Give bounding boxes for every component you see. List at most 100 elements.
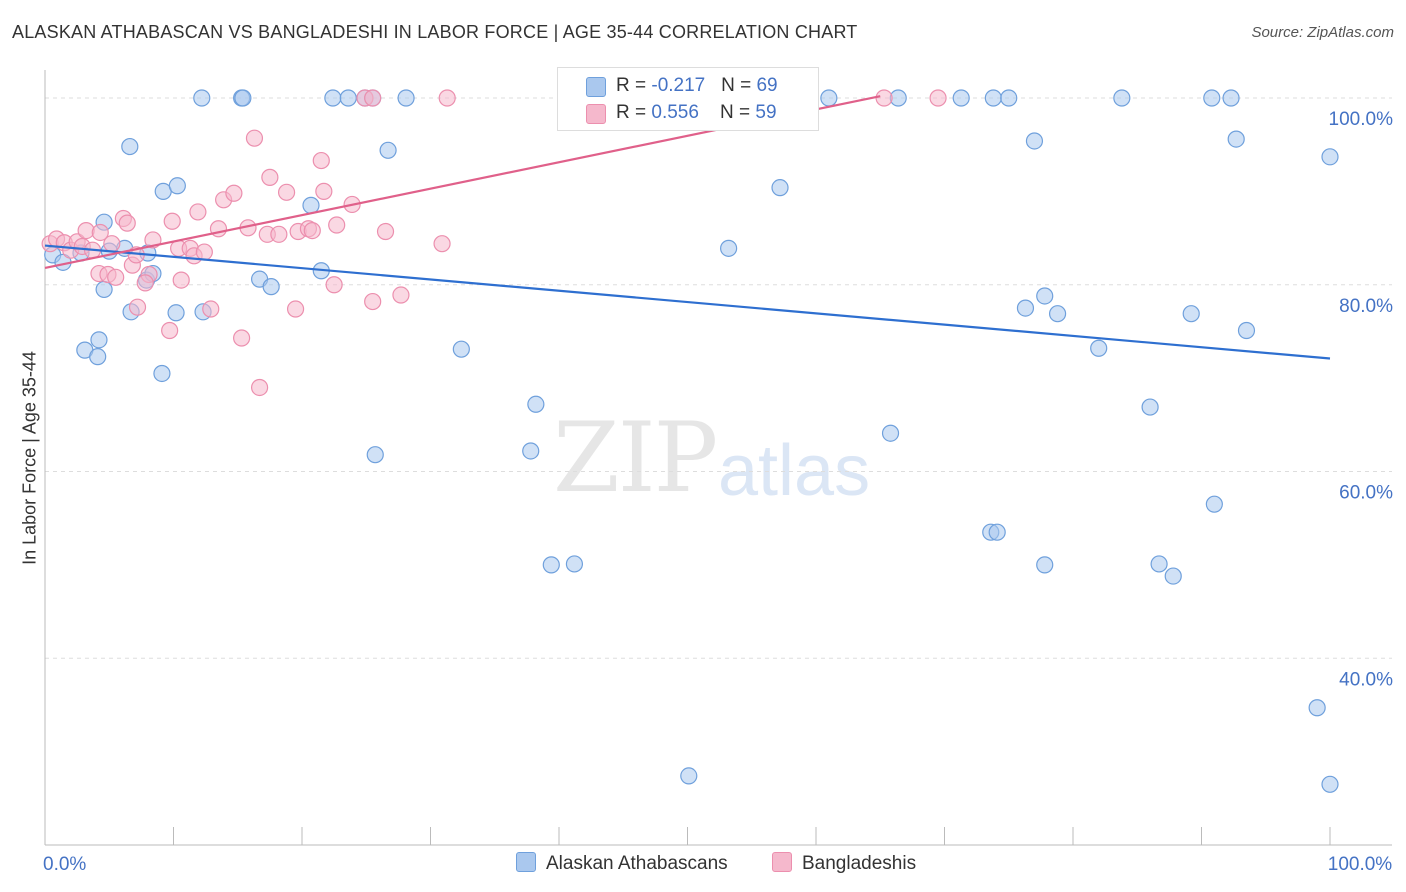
athabascan-point	[168, 177, 186, 195]
x-tick-label: 0.0%	[43, 854, 86, 875]
athabascan-point	[339, 89, 357, 107]
bangladeshi-point	[103, 235, 121, 253]
athabascan-trend-line	[44, 244, 1331, 360]
legend-r-value: -0.217	[651, 75, 706, 96]
bangladeshi-point	[929, 89, 947, 107]
bangladeshi-point	[163, 212, 181, 230]
bangladeshi-point	[364, 89, 382, 107]
athabascan-point	[452, 340, 470, 358]
legend-swatch-blue	[516, 852, 536, 872]
bangladeshi-point	[107, 268, 125, 286]
athabascan-point	[1090, 339, 1108, 357]
bangladeshi-point	[118, 214, 136, 232]
bangladeshi-point	[245, 129, 264, 147]
legend-r-label: R =	[616, 75, 652, 96]
bangladeshi-point	[128, 298, 147, 316]
bangladeshi-point	[433, 235, 451, 253]
bangladeshi-point	[315, 182, 333, 200]
bangladeshi-point	[270, 225, 288, 243]
athabascan-point	[1237, 321, 1256, 340]
athabascan-point	[1000, 89, 1018, 107]
stats-legend: R = -0.217 N = 69 R = 0.556 N = 59	[557, 67, 819, 131]
athabascan-point	[366, 446, 384, 464]
athabascan-point	[1227, 130, 1245, 148]
legend-n-value: 59	[755, 102, 777, 123]
bangladeshi-point	[392, 286, 410, 304]
athabascan-point	[1113, 89, 1131, 107]
bangladeshi-point	[225, 184, 243, 202]
athabascan-point	[565, 555, 584, 573]
athabascan-point	[1182, 305, 1200, 323]
bangladeshi-point	[261, 168, 279, 186]
legend-n-label: N =	[720, 102, 756, 123]
athabascan-point	[984, 89, 1002, 107]
athabascan-point	[680, 767, 698, 785]
legend-n-label: N =	[721, 75, 757, 96]
athabascan-point	[1164, 567, 1182, 585]
athabascan-point	[397, 89, 415, 107]
bottom-legend-label: Alaskan Athabascans	[546, 853, 728, 874]
athabascan-point	[1141, 398, 1159, 416]
legend-swatch-blue	[586, 77, 606, 97]
athabascan-point	[167, 304, 185, 322]
athabascan-point	[988, 523, 1006, 541]
bangladeshi-point	[172, 271, 190, 289]
athabascan-point	[193, 89, 211, 107]
bangladeshi-point	[376, 222, 395, 241]
athabascan-point	[1016, 299, 1035, 317]
bangladeshi-point	[77, 222, 95, 240]
athabascan-point	[121, 137, 139, 156]
bangladeshi-point	[438, 89, 456, 107]
bangladeshi-point	[325, 276, 343, 294]
bangladeshi-point	[91, 223, 109, 242]
athabascan-point	[90, 331, 108, 349]
bangladeshi-point	[161, 321, 179, 340]
bangladeshi-point	[875, 89, 893, 107]
x-tick-label: 100.0%	[1328, 854, 1393, 875]
athabascan-point	[1205, 495, 1223, 513]
athabascan-point	[1203, 89, 1221, 107]
bangladeshi-point	[195, 243, 213, 261]
bangladeshi-point	[328, 216, 346, 234]
y-axis-label: In Labor Force | Age 35-44	[19, 351, 40, 565]
athabascan-point	[324, 89, 342, 107]
athabascan-point	[952, 89, 970, 107]
athabascan-point	[1025, 132, 1044, 150]
source-label: Source: ZipAtlas.com	[1251, 24, 1394, 41]
y-tick-label: 80.0%	[1339, 296, 1393, 317]
athabascan-point	[1150, 555, 1168, 573]
athabascan-point	[262, 278, 280, 296]
athabascan-point	[1321, 775, 1339, 793]
athabascan-point	[820, 89, 838, 107]
watermark-zip: ZIP	[553, 402, 718, 514]
athabascan-point	[234, 89, 252, 107]
athabascan-point	[522, 442, 540, 460]
y-tick-label: 60.0%	[1339, 483, 1393, 504]
athabascan-point	[542, 556, 560, 574]
y-tick-label: 100.0%	[1329, 109, 1394, 130]
bangladeshi-point	[136, 274, 154, 292]
bangladeshi-point	[312, 151, 330, 170]
bangladeshi-point	[277, 183, 296, 201]
athabascan-point	[153, 364, 171, 383]
legend-n-value: 69	[756, 75, 778, 96]
bangladeshi-point	[303, 222, 321, 240]
bangladeshi-point	[364, 292, 382, 311]
athabascan-point	[771, 179, 789, 197]
legend-swatch-pink	[772, 852, 792, 872]
watermark-atlas: atlas	[718, 431, 871, 511]
y-tick-label: 40.0%	[1339, 669, 1393, 690]
athabascan-point	[1222, 89, 1240, 107]
legend-swatch-pink	[586, 104, 606, 124]
legend-r-value: 0.556	[651, 102, 699, 123]
bottom-legend-athabascan[interactable]: Alaskan Athabascans	[516, 852, 728, 875]
bangladeshi-point	[202, 300, 220, 318]
bottom-legend-label: Bangladeshis	[802, 853, 917, 874]
athabascan-point	[1036, 556, 1054, 574]
athabascan-point	[89, 348, 107, 366]
bottom-legend-bangladeshi[interactable]: Bangladeshis	[772, 852, 916, 875]
athabascan-point	[95, 280, 113, 299]
bangladeshi-point	[286, 300, 305, 318]
athabascan-point	[1321, 148, 1339, 166]
